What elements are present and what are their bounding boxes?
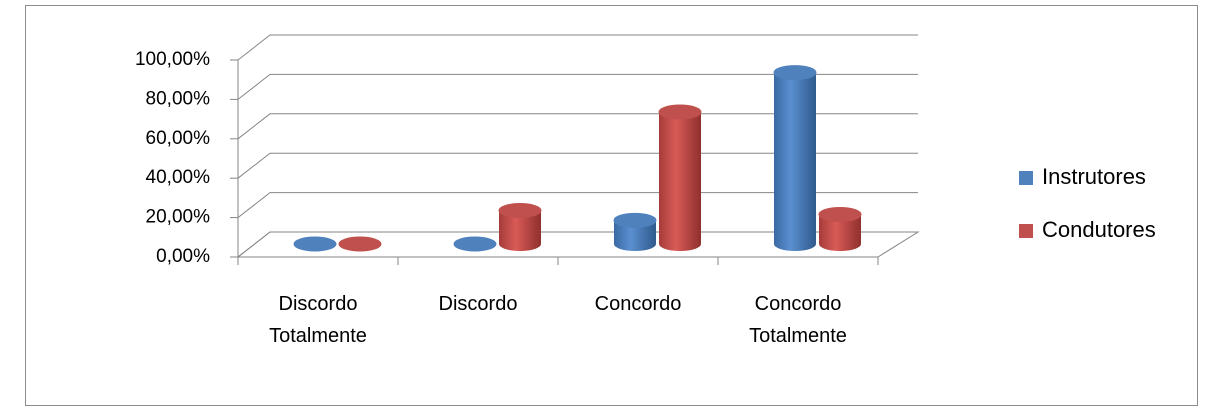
bar-top <box>818 206 862 222</box>
legend-label: Condutores <box>1042 217 1156 242</box>
bar-body <box>659 112 701 244</box>
y-tick-label: 100,00% <box>135 49 210 70</box>
grid-line <box>237 231 918 258</box>
legend-swatch <box>1019 224 1033 238</box>
grid-line <box>237 152 918 179</box>
y-tick-label: 20,00% <box>146 207 211 228</box>
bar <box>498 203 542 251</box>
bar <box>818 206 862 251</box>
bar-top <box>453 236 497 252</box>
x-tick-label: Discordo <box>439 293 518 315</box>
bar-top <box>338 236 382 252</box>
grid-line <box>237 34 918 61</box>
bar <box>338 236 382 252</box>
y-tick-label: 40,00% <box>146 167 211 188</box>
grid-line <box>237 73 918 100</box>
x-tick-label: Concordo Totalmente <box>749 293 847 347</box>
grid-line <box>237 192 918 218</box>
bar <box>658 104 702 251</box>
legend-swatch <box>1019 171 1033 185</box>
y-tick-label: 60,00% <box>146 128 211 149</box>
y-tick-label: 80,00% <box>146 88 211 109</box>
bar-top <box>773 65 817 81</box>
grid-line <box>237 113 918 140</box>
bar <box>773 65 817 251</box>
x-tick-label: Concordo <box>595 293 682 315</box>
bar-top <box>613 212 657 228</box>
bar-top <box>498 203 542 219</box>
chart-border <box>25 5 1198 406</box>
bar <box>613 212 657 251</box>
bar-top <box>293 236 337 252</box>
y-tick-label: 0,00% <box>156 246 210 267</box>
x-tick-label: Discordo Totalmente <box>269 293 367 347</box>
bar-body <box>774 72 816 244</box>
bar-top <box>658 104 702 120</box>
bar <box>293 236 337 252</box>
bar <box>453 236 497 252</box>
legend-label: Instrutores <box>1042 164 1146 189</box>
